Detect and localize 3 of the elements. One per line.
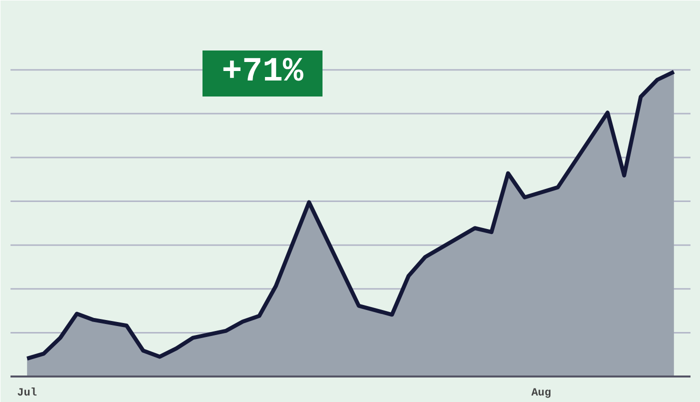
annotation: +71% <box>222 54 304 92</box>
x-tick-label: Jul <box>17 388 38 400</box>
x-tick-label: Aug <box>531 388 552 400</box>
